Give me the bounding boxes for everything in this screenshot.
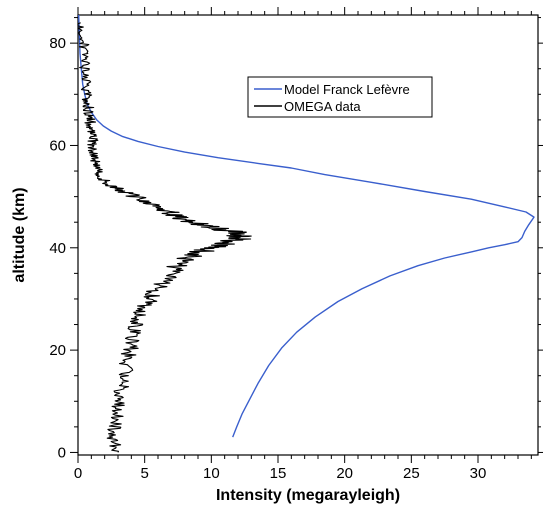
- y-tick-label: 0: [58, 444, 66, 461]
- y-tick-label: 80: [49, 35, 66, 52]
- x-tick-label: 15: [270, 465, 287, 482]
- y-axis-label: altitude (km): [11, 187, 28, 282]
- y-tick-label: 60: [49, 137, 66, 154]
- x-tick-label: 5: [140, 465, 148, 482]
- series-line-model: [78, 14, 535, 438]
- legend-label-model: Model Franck Lefèvre: [284, 82, 410, 97]
- ticks-layer: 0 5 10 15 20 25 30 0 20 40 60 80: [49, 7, 543, 482]
- series-layer: [77, 14, 535, 453]
- legend-box: [247, 76, 433, 118]
- series-line-omega: [77, 22, 252, 453]
- legend-label-omega: OMEGA data: [284, 99, 361, 114]
- legend: Model Franck Lefèvre OMEGA data: [247, 76, 433, 118]
- x-axis-label: Intensity (megarayleigh): [216, 487, 400, 504]
- x-tick-label: 20: [336, 465, 353, 482]
- plot-frame: [77, 14, 539, 456]
- x-tick-label: 25: [403, 465, 420, 482]
- x-tick-label: 30: [470, 465, 487, 482]
- x-tick-label: 10: [203, 465, 220, 482]
- x-tick-label: 0: [74, 465, 82, 482]
- y-tick-label: 20: [49, 342, 66, 359]
- y-tick-label: 40: [49, 240, 66, 257]
